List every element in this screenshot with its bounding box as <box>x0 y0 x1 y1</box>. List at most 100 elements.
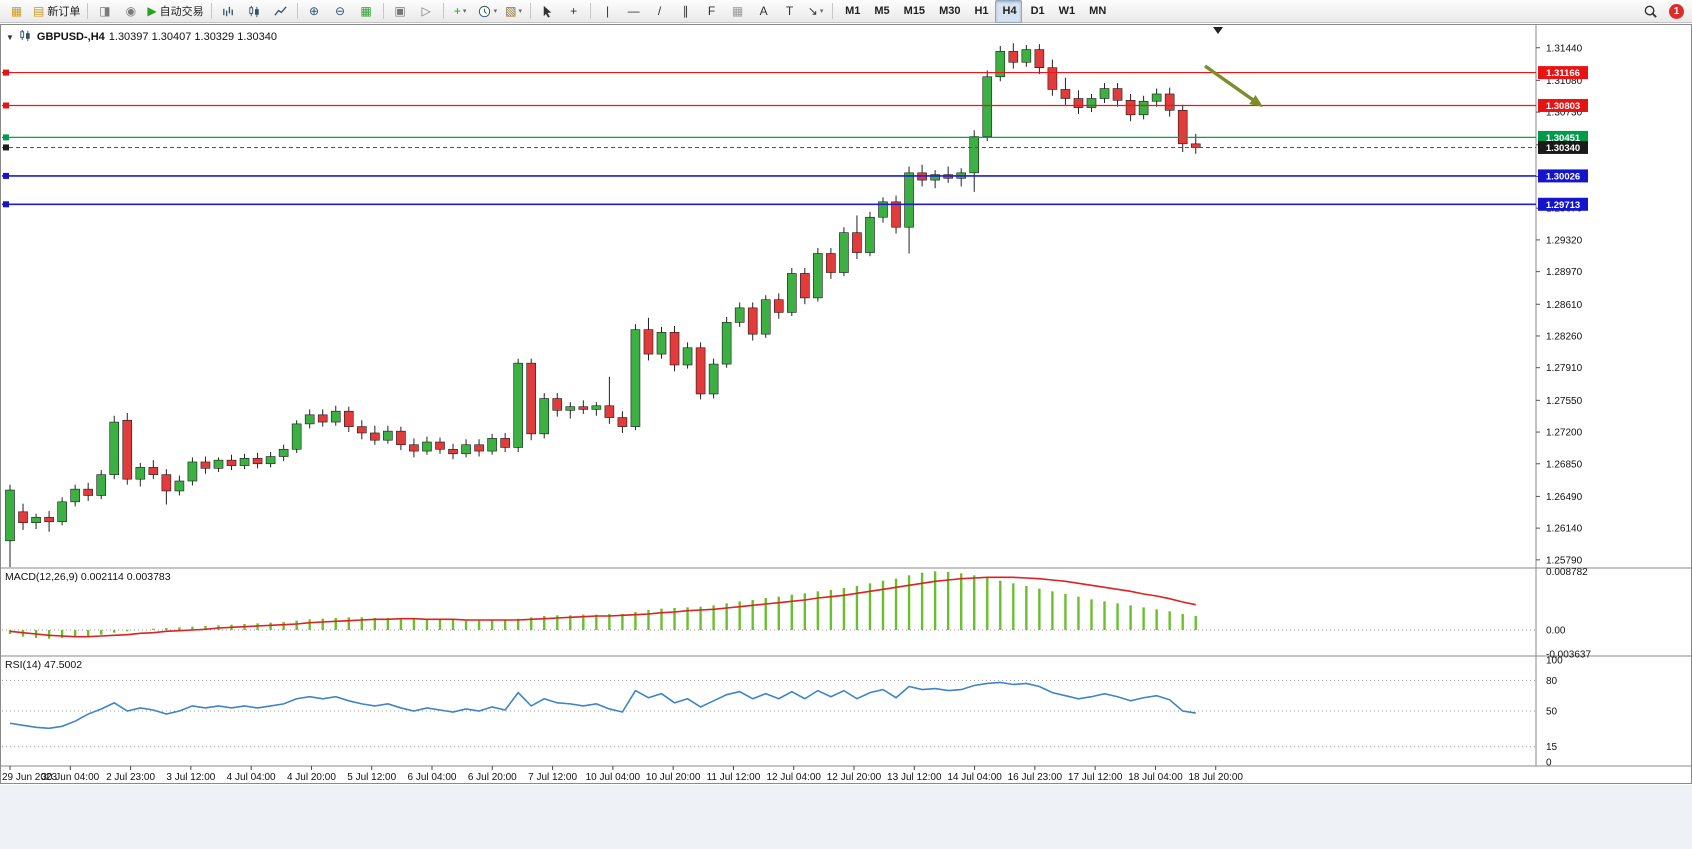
arrows-button[interactable]: ↘ ▾ <box>803 1 828 22</box>
svg-text:1.30803: 1.30803 <box>1546 101 1580 112</box>
notification-badge[interactable]: 1 <box>1669 3 1684 19</box>
svg-text:15: 15 <box>1546 742 1558 753</box>
macd-panel: 0.008782 0.00 -0.003637 <box>2 567 1591 661</box>
text-label-button[interactable]: T <box>777 1 802 22</box>
charts-profile-icon: ◨ <box>99 4 111 18</box>
svg-text:1.30340: 1.30340 <box>1546 143 1580 154</box>
templates-button[interactable]: ▧ ▾ <box>501 1 526 22</box>
trendline-icon: / <box>657 4 662 18</box>
tile-windows-icon: ▦ <box>360 4 372 18</box>
toolbar-separator <box>530 3 532 19</box>
horizontal-line-button[interactable]: — <box>621 1 646 22</box>
crosshair-button[interactable]: + <box>561 1 586 22</box>
tf-mn-button-label: MN <box>1089 5 1107 17</box>
line-chart-button[interactable] <box>268 1 293 22</box>
tf-w1-button-label: W1 <box>1058 5 1076 17</box>
toolbar-separator <box>442 3 444 19</box>
svg-text:1.27910: 1.27910 <box>1546 363 1583 374</box>
equidistant-channel-button[interactable]: ∥ <box>673 1 698 22</box>
text-icon: A <box>759 4 768 18</box>
price-axis[interactable]: 1.314401.310801.307301.303701.300201.296… <box>1536 43 1583 566</box>
tf-m30-button-label: M30 <box>939 5 961 17</box>
svg-text:1.28610: 1.28610 <box>1546 300 1583 311</box>
svg-text:1.28970: 1.28970 <box>1546 267 1583 278</box>
svg-text:1.29320: 1.29320 <box>1546 235 1583 246</box>
tf-m1-button[interactable]: M1 <box>837 0 865 23</box>
chart-shift-marker[interactable] <box>1213 27 1223 34</box>
workspace-background <box>0 785 1692 849</box>
svg-text:4 Jul 04:00: 4 Jul 04:00 <box>227 772 276 783</box>
tile-windows-button[interactable]: ▦ <box>354 1 379 22</box>
new-window-button[interactable]: ▣ <box>388 1 413 22</box>
toolbar-right: 1 <box>1638 1 1688 22</box>
svg-text:11 Jul 12:00: 11 Jul 12:00 <box>707 772 761 783</box>
svg-text:1.27550: 1.27550 <box>1546 396 1583 407</box>
market-watch-button[interactable]: ◉ <box>118 1 143 22</box>
svg-text:16 Jul 23:00: 16 Jul 23:00 <box>1008 772 1063 783</box>
tf-h4-button[interactable]: H4 <box>994 0 1022 23</box>
toolbar-separator <box>87 3 89 19</box>
new-order-icon: ▤ <box>33 4 45 18</box>
search-button[interactable] <box>1638 1 1663 22</box>
trend-arrow-annotation[interactable] <box>1203 64 1258 104</box>
svg-text:2 Jul 23:00: 2 Jul 23:00 <box>106 772 155 783</box>
collapse-chart-icon[interactable]: ▼ <box>6 32 14 42</box>
trendline-button[interactable]: / <box>647 1 672 22</box>
crosshair-icon: + <box>570 4 578 18</box>
periods-button[interactable]: ▾ <box>474 1 501 22</box>
tf-d1-button-label: D1 <box>1030 5 1045 17</box>
zoom-out-button[interactable]: ⊖ <box>328 1 353 22</box>
tf-m15-button-label: M15 <box>903 5 926 17</box>
svg-text:100: 100 <box>1546 656 1563 667</box>
text-label-icon: T <box>785 4 794 18</box>
tf-h1-button[interactable]: H1 <box>966 0 993 23</box>
zoom-in-icon: ⊕ <box>309 4 320 18</box>
line-chart-icon <box>273 5 287 16</box>
toolbar-separator <box>382 3 384 19</box>
candlestick-chart-button[interactable] <box>242 1 267 22</box>
svg-text:1.31166: 1.31166 <box>1546 68 1580 79</box>
svg-text:10 Jul 04:00: 10 Jul 04:00 <box>586 772 641 783</box>
tf-m5-button-label: M5 <box>874 5 890 17</box>
shapes-button[interactable]: ▦ <box>725 1 750 22</box>
toolbar-separator <box>296 3 298 19</box>
cursor-button[interactable] <box>535 1 560 22</box>
svg-text:1.30730: 1.30730 <box>1546 108 1583 119</box>
new-chart-button[interactable]: ▦ <box>4 1 29 22</box>
candles <box>5 43 1201 568</box>
chevron-down-icon: ▾ <box>493 8 498 15</box>
indicators-button[interactable]: + ▾ <box>448 1 473 22</box>
svg-text:3 Jul 12:00: 3 Jul 12:00 <box>166 772 215 783</box>
trend-arrow-head <box>1249 95 1263 107</box>
new-order-button[interactable]: ▤ 新订单 <box>30 1 83 22</box>
charts-profile-button[interactable]: ◨ <box>92 1 117 22</box>
tf-d1-button[interactable]: D1 <box>1023 0 1050 23</box>
tf-m15-button[interactable]: M15 <box>896 0 930 23</box>
chart-shift-button[interactable]: ▷ <box>414 1 439 22</box>
rsi-panel: 100 80 50 15 0 <box>2 656 1563 769</box>
svg-text:18 Jul 20:00: 18 Jul 20:00 <box>1188 772 1243 783</box>
fibonacci-button[interactable]: F <box>699 1 724 22</box>
tf-m30-button[interactable]: M30 <box>931 0 965 23</box>
cursor-icon <box>543 5 552 18</box>
tf-m1-button-label: M1 <box>845 5 861 17</box>
svg-text:12 Jul 20:00: 12 Jul 20:00 <box>827 772 882 783</box>
market-watch-icon: ◉ <box>125 4 137 18</box>
autotrade-button[interactable]: ▶ 自动交易 <box>144 1 206 22</box>
tf-m5-button[interactable]: M5 <box>866 0 894 23</box>
zoom-in-button[interactable]: ⊕ <box>302 1 327 22</box>
text-button[interactable]: A <box>751 1 776 22</box>
svg-text:1.26140: 1.26140 <box>1546 524 1583 535</box>
svg-text:13 Jul 12:00: 13 Jul 12:00 <box>887 772 942 783</box>
chevron-down-icon: ▾ <box>518 8 523 15</box>
svg-text:29 Jun 2023: 29 Jun 2023 <box>2 772 57 783</box>
bar-chart-button[interactable] <box>216 1 241 22</box>
vertical-line-button[interactable]: | <box>595 1 620 22</box>
arrows-icon: ↘ <box>807 4 818 18</box>
zoom-out-icon: ⊖ <box>335 4 346 18</box>
tf-mn-button[interactable]: MN <box>1081 0 1111 23</box>
tf-w1-button[interactable]: W1 <box>1051 0 1081 23</box>
